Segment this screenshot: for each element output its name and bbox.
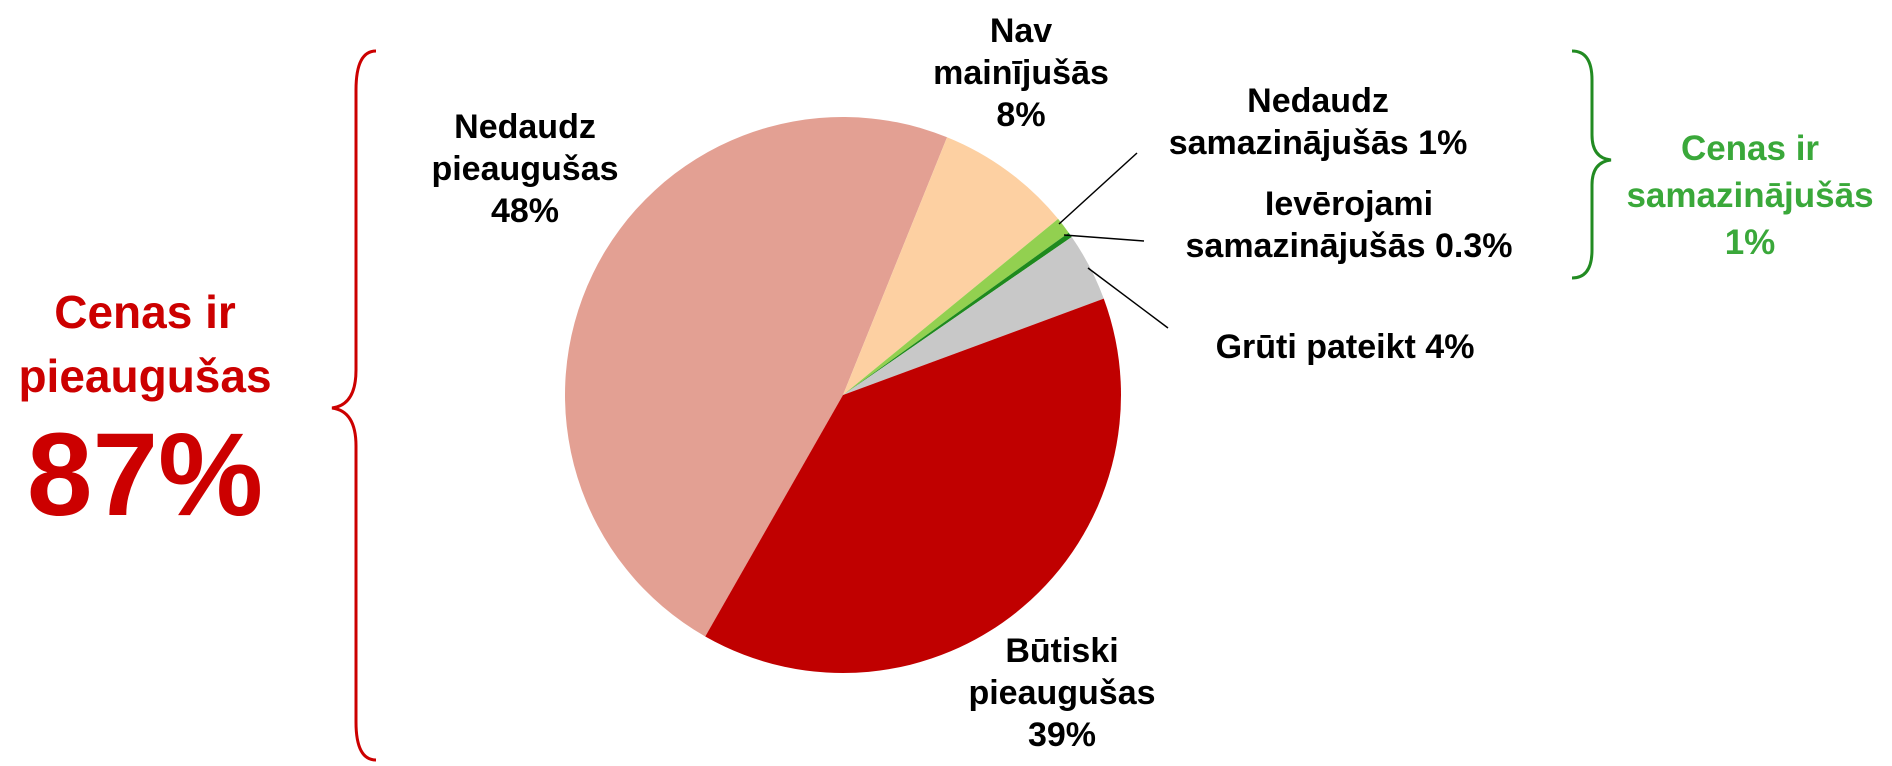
annotation: Cenas ir pieaugušas [18,286,272,402]
brace-increase [331,49,377,762]
slice-label: Ievērojami samazinājušās 0.3% [1144,183,1554,267]
annotation: Cenas ir samazinājušās 1% [1626,129,1874,262]
leader-line [1058,152,1138,225]
pie-slice [843,232,1072,395]
value-label: 1% [1418,124,1468,162]
pie-slice [843,236,1104,395]
value-label: 4% [1425,328,1475,366]
leader-line [1063,234,1145,242]
category-label: Būtiski pieaugušas [968,632,1156,712]
leader-lines [1058,152,1169,329]
value-label: 48% [490,192,560,230]
leader-line [1087,267,1169,329]
pie-slice [843,218,1069,395]
value-label: 8% [996,96,1046,134]
slice-label: Būtiski pieaugušas 39% [942,630,1182,756]
annotation: 87% [26,409,264,541]
category-label: Nedaudz pieaugušas [431,108,619,188]
slice-label: Nedaudz pieaugušas 48% [410,106,640,232]
category-label: Nav mainījušās [933,12,1109,92]
value-label: 39% [1027,716,1097,754]
pie [565,117,1121,673]
category-label: Nedaudz samazinājušās [1168,82,1409,162]
category-label: Ievērojami samazinājušās [1185,185,1434,265]
pie-slice [843,137,1059,395]
value-label: 0.3% [1434,227,1513,265]
slice-label: Grūti pateikt 4% [1085,326,1605,368]
brace-decrease [1571,49,1612,280]
pie-slice [565,117,948,637]
pie-slice [705,298,1121,673]
slice-label: Nedaudz samazinājušās 1% [1128,80,1508,164]
slice-label: Nav mainījušās 8% [906,10,1136,136]
category-label: Grūti pateikt [1215,328,1416,366]
